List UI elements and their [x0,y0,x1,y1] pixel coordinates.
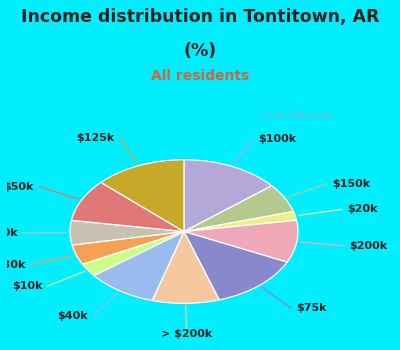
Text: $10k: $10k [12,281,42,291]
Text: $30k: $30k [0,260,26,270]
Wedge shape [101,160,184,232]
Wedge shape [184,211,296,232]
FancyBboxPatch shape [393,98,400,350]
Text: $150k: $150k [332,179,370,189]
Text: ⓘ City-Data.com: ⓘ City-Data.com [260,111,332,120]
Text: $125k: $125k [77,133,115,143]
Wedge shape [72,232,184,264]
Wedge shape [184,232,287,300]
Text: $200k: $200k [349,241,387,251]
Wedge shape [82,232,184,275]
Text: $100k: $100k [258,134,296,144]
Text: $75k: $75k [296,303,326,313]
Text: > $200k: > $200k [161,329,212,338]
Wedge shape [70,220,184,245]
Wedge shape [184,220,298,262]
FancyBboxPatch shape [0,344,400,350]
Wedge shape [94,232,184,301]
Text: $60k: $60k [0,228,17,238]
Text: Income distribution in Tontitown, AR: Income distribution in Tontitown, AR [21,8,379,26]
Text: $40k: $40k [58,311,88,321]
Wedge shape [184,186,294,232]
Wedge shape [72,182,184,232]
Wedge shape [184,160,272,232]
Text: All residents: All residents [151,69,249,83]
Text: $20k: $20k [347,204,377,214]
Text: $50k: $50k [4,182,34,192]
Wedge shape [152,232,219,303]
Text: (%): (%) [184,42,216,60]
FancyBboxPatch shape [0,98,7,350]
